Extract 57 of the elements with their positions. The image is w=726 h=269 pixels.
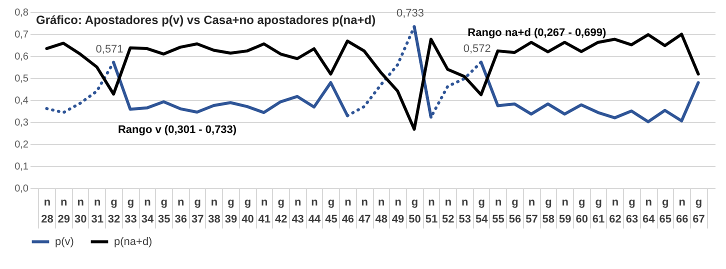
x-tick-label: g 37 [191,196,204,226]
x-tick-label: n 36 [174,196,187,226]
x-tick-label: n 64 [642,196,656,226]
x-tick-label: n 47 [358,196,371,226]
x-tick-label: g 54 [475,196,489,226]
x-tick-label: n 49 [392,196,404,226]
x-tick-label: n 30 [74,196,87,226]
x-tick-label: g 35 [158,196,170,226]
legend-label: p(na+d) [114,236,152,248]
legend-label: p(v) [55,236,74,248]
x-tick-label: n 41 [258,196,271,226]
y-tick-label: 0,8 [14,8,29,18]
x-tick-label: n 66 [676,196,688,226]
x-tick-label: n 53 [458,196,472,226]
x-tick-label: n 44 [308,196,322,226]
annotation: 0,572 [463,43,491,56]
x-tick-label: n 48 [375,196,388,226]
x-tick-label: n 46 [342,196,354,226]
x-tick-label: g 40 [242,196,254,226]
x-tick-label: n 38 [208,196,220,226]
x-tick-label: n 31 [91,196,104,226]
x-tick-label: g 45 [325,196,338,226]
annotation: 0,571 [96,43,124,56]
y-tick-label: 0,7 [14,30,29,40]
y-tick-label: 0,0 [14,184,29,194]
x-tick-label: g 63 [626,196,638,226]
x-tick-label: g 50 [408,196,421,226]
y-tick-label: 0,3 [14,118,29,128]
x-tick-label: n 62 [609,196,622,226]
x-tick-label: n 55 [492,196,504,226]
x-tick-label: g 39 [224,196,238,226]
annotation: Rango na+d (0,267 - 0,699) [468,27,606,40]
x-tick-label: n 34 [141,196,154,226]
x-tick-label: n 51 [425,196,438,226]
y-tick-label: 0,6 [14,52,29,62]
annotation: 0,733 [396,8,424,20]
x-tick-label: g 32 [108,196,120,226]
chart-title: Gráfico: Apostadores p(v) vs Casa+no apostadores p(na+d) [36,13,376,27]
y-tick-label: 0,2 [14,140,29,150]
x-tick-label: n 59 [559,196,572,226]
x-tick-label: g 33 [124,196,137,226]
x-tick-label: n 57 [526,196,538,226]
x-tick-label: g 42 [274,196,288,226]
y-tick-label: 0,4 [14,96,29,106]
x-tick-label: n 52 [442,196,454,226]
x-tick-label: g 58 [542,196,555,226]
x-tick-label: g 61 [592,196,605,226]
x-tick-label: n 43 [292,196,304,226]
x-tick-label: n 28 [41,196,54,226]
x-tick-label: g 60 [576,196,588,226]
annotation: Rango v (0,301 - 0,733) [118,124,237,136]
y-tick-label: 0,1 [14,162,29,172]
x-tick-label: n 29 [58,196,70,226]
x-tick-label: g 67 [692,196,705,226]
x-tick-label: g 65 [659,196,672,226]
y-tick-label: 0,5 [14,74,29,84]
x-tick-label: g 56 [508,196,522,226]
